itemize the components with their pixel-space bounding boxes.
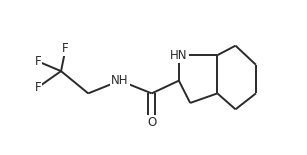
Text: F: F: [35, 81, 42, 93]
Text: NH: NH: [111, 74, 129, 87]
Text: O: O: [147, 115, 156, 128]
Text: F: F: [62, 42, 69, 55]
Text: F: F: [35, 55, 42, 68]
Text: HN: HN: [170, 49, 188, 62]
